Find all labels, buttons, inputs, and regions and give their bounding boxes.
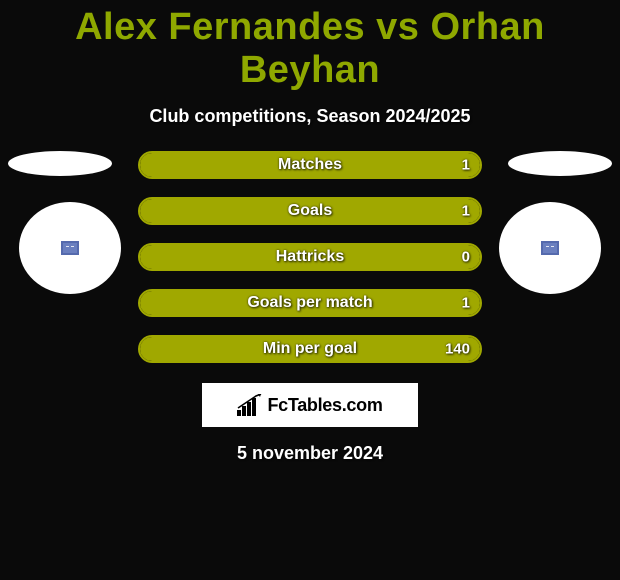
stat-value: 1 (462, 203, 470, 220)
placeholder-image-icon (541, 241, 559, 255)
content-area: Matches 1 Goals 1 Hattricks 0 Goals per … (0, 151, 620, 580)
brand-bars-icon (237, 394, 263, 416)
stat-label: Goals per match (247, 294, 372, 312)
stat-label: Hattricks (276, 248, 344, 266)
stat-label: Min per goal (263, 340, 357, 358)
player-right-badge (499, 202, 601, 294)
stat-label: Goals (288, 202, 332, 220)
footer-date: 5 november 2024 (0, 443, 620, 464)
stat-value: 0 (462, 249, 470, 266)
player-left-ellipse (8, 151, 112, 176)
placeholder-image-icon (61, 241, 79, 255)
stat-bar-hattricks: Hattricks 0 (138, 243, 482, 271)
player-left-badge (19, 202, 121, 294)
stat-value: 1 (462, 295, 470, 312)
stat-bar-goals-per-match: Goals per match 1 (138, 289, 482, 317)
stat-value: 140 (445, 341, 470, 358)
page-title: Alex Fernandes vs Orhan Beyhan (0, 6, 620, 92)
brand-badge: FcTables.com (202, 383, 418, 427)
stat-bar-matches: Matches 1 (138, 151, 482, 179)
stat-bar-min-per-goal: Min per goal 140 (138, 335, 482, 363)
page-subtitle: Club competitions, Season 2024/2025 (149, 106, 470, 127)
brand-text: FcTables.com (267, 395, 382, 416)
stat-bar-goals: Goals 1 (138, 197, 482, 225)
player-right-ellipse (508, 151, 612, 176)
stat-value: 1 (462, 157, 470, 174)
stat-bars: Matches 1 Goals 1 Hattricks 0 Goals per … (138, 151, 482, 363)
stat-label: Matches (278, 156, 342, 174)
